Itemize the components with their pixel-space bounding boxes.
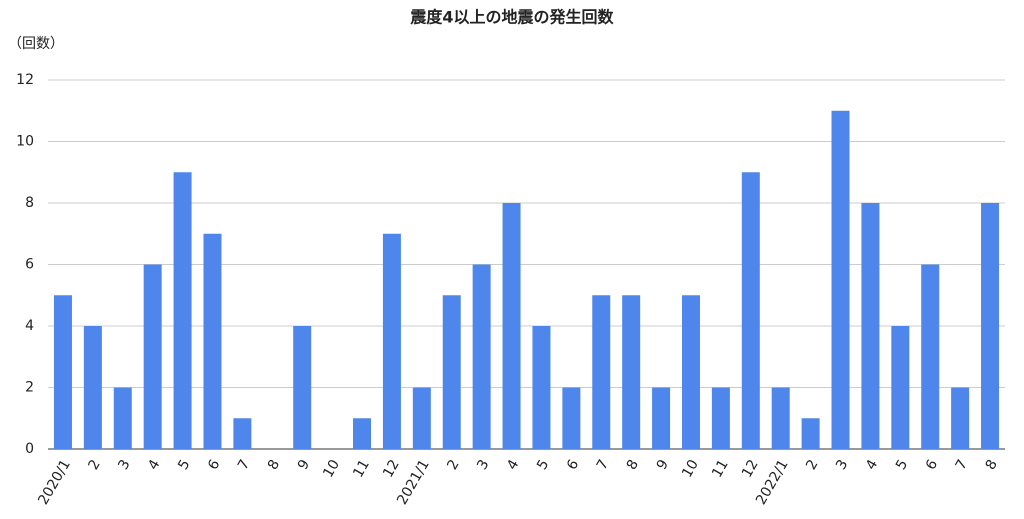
bar xyxy=(831,110,850,449)
bar xyxy=(83,326,102,449)
x-tick-label: 10 xyxy=(320,457,343,480)
bar xyxy=(592,295,611,449)
x-tick-label: 2 xyxy=(803,457,821,473)
x-tick-label: 2 xyxy=(85,457,103,473)
bar xyxy=(891,326,910,449)
bar xyxy=(53,295,72,449)
x-tick-label: 4 xyxy=(145,457,163,473)
y-tick-label: 0 xyxy=(25,441,34,457)
y-tick-label: 12 xyxy=(16,72,34,88)
y-tick-label: 2 xyxy=(25,380,34,396)
x-tick-label: 7 xyxy=(953,457,971,473)
x-tick-label: 12 xyxy=(739,457,762,480)
x-tick-label: 8 xyxy=(983,457,1001,473)
bar xyxy=(981,203,1000,449)
x-tick-label: 5 xyxy=(175,457,193,473)
y-tick-label: 4 xyxy=(25,318,34,334)
bar xyxy=(562,387,581,449)
bar xyxy=(652,387,671,449)
bar xyxy=(293,326,312,449)
x-tick-label: 2 xyxy=(444,457,462,473)
x-tick-label: 6 xyxy=(564,457,582,473)
x-tick-label: 12 xyxy=(380,457,403,480)
bar xyxy=(353,418,372,449)
x-tick-label: 9 xyxy=(654,457,672,473)
x-tick-label: 3 xyxy=(115,457,133,473)
x-tick-label: 7 xyxy=(235,457,253,473)
bar xyxy=(771,387,790,449)
bar xyxy=(113,387,132,449)
bar xyxy=(502,203,521,449)
x-tick-label: 3 xyxy=(833,457,851,473)
bar xyxy=(861,203,880,449)
bar xyxy=(472,264,491,449)
x-tick-label: 7 xyxy=(594,457,612,473)
bar xyxy=(143,264,162,449)
x-tick-label: 6 xyxy=(205,457,223,473)
x-tick-label: 3 xyxy=(474,457,492,473)
y-tick-label: 10 xyxy=(16,134,34,150)
x-tick-label: 4 xyxy=(504,457,522,473)
bar xyxy=(173,172,192,449)
bar xyxy=(412,387,431,449)
bar xyxy=(442,295,461,449)
x-tick-label: 10 xyxy=(679,457,702,480)
bar xyxy=(681,295,700,449)
y-axis-label: （回数） xyxy=(8,36,64,52)
bar xyxy=(622,295,641,449)
x-tick-label: 5 xyxy=(893,457,911,473)
bar xyxy=(951,387,970,449)
bar xyxy=(233,418,252,449)
x-tick-label: 9 xyxy=(295,457,313,473)
x-tick-label: 11 xyxy=(350,457,373,480)
x-tick-label: 8 xyxy=(265,457,283,473)
bar xyxy=(801,418,820,449)
y-tick-label: 6 xyxy=(25,257,34,273)
bar xyxy=(741,172,760,449)
x-tick-label: 11 xyxy=(709,457,732,480)
bar xyxy=(711,387,730,449)
bar xyxy=(921,264,940,449)
bar xyxy=(203,233,222,449)
chart-title: 震度4以上の地震の発生回数 xyxy=(409,8,614,27)
x-tick-label: 8 xyxy=(624,457,642,473)
y-tick-label: 8 xyxy=(25,195,34,211)
x-tick-label: 2020/1 xyxy=(35,457,73,508)
x-tick-label: 5 xyxy=(534,457,552,473)
x-tick-label: 4 xyxy=(863,457,881,473)
bar xyxy=(382,233,401,449)
bar xyxy=(532,326,551,449)
x-tick-label: 6 xyxy=(923,457,941,473)
